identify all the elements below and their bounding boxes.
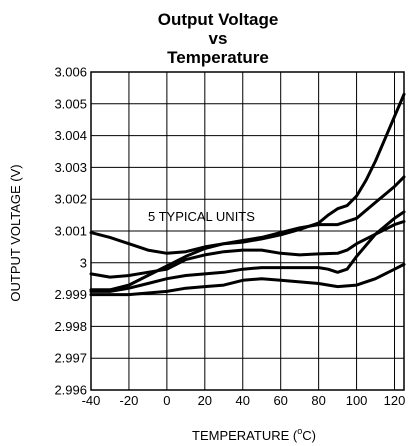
y-axis-label: OUTPUT VOLTAGE (V) (8, 164, 23, 301)
series-line-1 (89, 92, 406, 255)
y-tick-label: 3.002 (54, 192, 87, 207)
series-group (89, 92, 406, 297)
y-tick-label: 3.004 (54, 128, 87, 143)
chart-title-line-2: vs (209, 29, 228, 48)
y-tick-label: 2.997 (54, 351, 87, 366)
y-tick-labels: 2.996 2.997 2.998 2.999 3 3.001 3.002 3.003 3.00… (54, 65, 87, 398)
x-axis-label-degree: o (297, 426, 302, 436)
y-tick-label: 2.998 (54, 319, 87, 334)
x-tick-label: 100 (346, 393, 368, 408)
y-tick-label: 3.001 (54, 224, 87, 239)
x-axis-label: TEMPERATURE (oC) (192, 426, 316, 443)
x-tick-labels: -40 -20 0 20 40 60 80 100 120 (82, 393, 406, 408)
y-tick-label: 3.005 (54, 96, 87, 111)
series-line-4 (89, 210, 406, 293)
chart-title-line-1: Output Voltage (158, 10, 279, 29)
grid (90, 71, 404, 391)
series-line-2 (89, 175, 406, 292)
y-tick-label: 2.999 (54, 287, 87, 302)
x-axis-label-unit: C) (302, 428, 316, 443)
x-tick-label: 60 (273, 393, 287, 408)
y-tick-label: 3.006 (54, 65, 87, 80)
y-tick-label: 3 (80, 255, 87, 270)
x-tick-label: -20 (120, 393, 139, 408)
x-axis-label-main: TEMPERATURE ( (192, 428, 298, 443)
typical-units-annotation: 5 TYPICAL UNITS (148, 209, 255, 224)
plot-frame (90, 71, 405, 391)
x-tick-label: 20 (198, 393, 212, 408)
x-tick-label: 120 (384, 393, 406, 408)
series-line-3 (89, 220, 406, 279)
series-line-5 (89, 262, 406, 297)
x-tick-label: 0 (163, 393, 170, 408)
y-tick-label: 2.996 (54, 383, 87, 398)
x-tick-label: 80 (311, 393, 325, 408)
y-tick-label: 3.003 (54, 160, 87, 175)
x-tick-label: 40 (236, 393, 250, 408)
chart-title-line-3: Temperature (167, 48, 269, 67)
x-tick-label: -40 (82, 393, 101, 408)
